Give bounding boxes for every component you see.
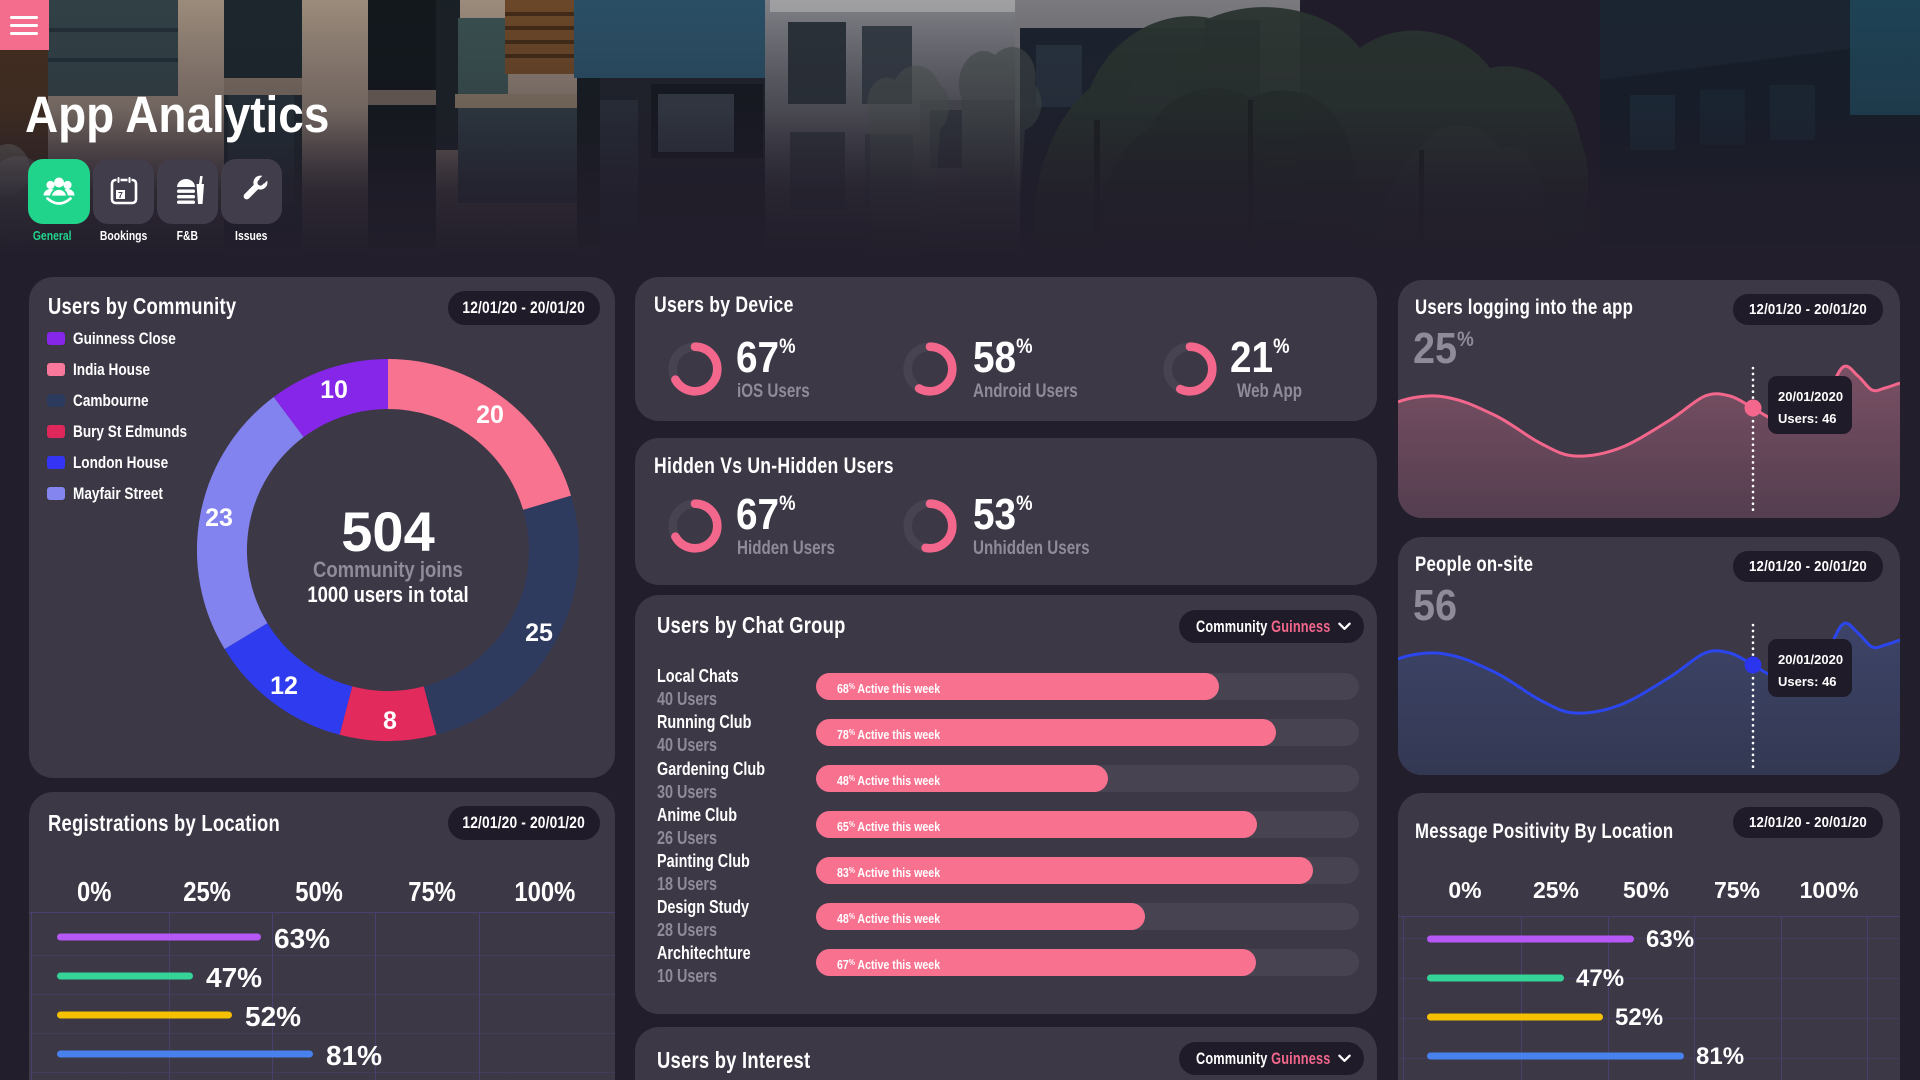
svg-text:7: 7	[118, 190, 123, 200]
svg-text:25: 25	[525, 619, 553, 647]
svg-text:23: 23	[205, 504, 233, 532]
svg-text:8: 8	[383, 707, 397, 735]
svg-text:20: 20	[476, 401, 504, 429]
svg-text:10: 10	[320, 376, 348, 404]
svg-text:12: 12	[270, 672, 298, 700]
